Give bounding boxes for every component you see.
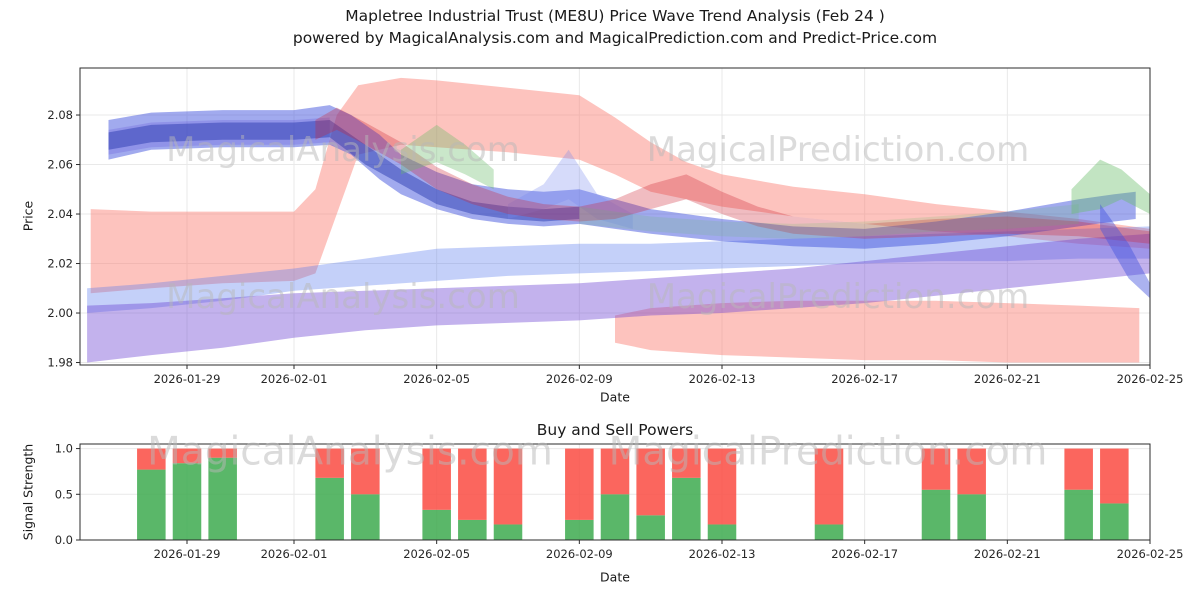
- sell-bar: [565, 448, 594, 520]
- price-x-axis-label: Date: [600, 389, 630, 405]
- x-tick-label: 2026-02-09: [546, 547, 613, 561]
- buy-bar: [1064, 489, 1093, 540]
- y-tick-label: 0.5: [55, 487, 73, 501]
- y-tick-label: 0.0: [55, 533, 73, 547]
- y-tick-label: 2.02: [47, 257, 73, 271]
- sell-bar: [1064, 448, 1093, 490]
- signal-chart-title: Buy and Sell Powers: [536, 421, 694, 439]
- sell-bar: [636, 448, 665, 516]
- signal-x-axis-label: Date: [600, 569, 630, 585]
- x-tick-label: 2026-02-01: [261, 547, 328, 561]
- buy-bar: [600, 494, 630, 540]
- buy-bar: [351, 494, 380, 540]
- buy-bar: [957, 494, 986, 540]
- sell-bar: [921, 448, 951, 490]
- sell-bar: [315, 448, 344, 478]
- x-tick-label: 2026-02-17: [831, 372, 898, 386]
- x-tick-label: 2026-02-17: [831, 547, 898, 561]
- x-tick-label: 2026-02-21: [974, 547, 1041, 561]
- sell-bar: [351, 448, 380, 495]
- buy-bar: [172, 463, 202, 540]
- plot-border: [79, 67, 1151, 366]
- buy-bar: [422, 509, 451, 540]
- buy-bar: [707, 524, 737, 540]
- x-tick-label: 2026-01-29: [154, 547, 221, 561]
- band-blue-drop: [1100, 204, 1150, 299]
- chart-subtitle: powered by MagicalAnalysis.com and Magic…: [292, 29, 938, 47]
- buy-bar: [921, 489, 951, 540]
- x-tick-label: 2026-02-13: [689, 547, 756, 561]
- band-blue-top: [108, 105, 1136, 249]
- buy-bar: [565, 519, 594, 540]
- x-tick-label: 2026-02-25: [1117, 547, 1184, 561]
- sell-bar: [814, 448, 844, 525]
- band-blue-wide: [87, 226, 1150, 313]
- x-tick-label: 2026-02-25: [1117, 372, 1184, 386]
- band-green-long: [579, 204, 1079, 239]
- y-tick-label: 2.06: [47, 158, 73, 172]
- band-purple-low: [87, 233, 1150, 363]
- y-tick-label: 2.08: [47, 108, 73, 122]
- sell-bar: [422, 448, 451, 510]
- y-tick-label: 1.0: [55, 442, 73, 456]
- y-tick-label: 2.00: [47, 306, 73, 320]
- sell-bar: [137, 448, 166, 470]
- band-green-mid: [401, 124, 494, 190]
- buy-bar: [636, 515, 665, 540]
- buy-bar: [137, 469, 166, 540]
- sell-bar: [1100, 448, 1129, 504]
- band-blue-spike: [508, 149, 633, 229]
- band-green-right: [1071, 159, 1150, 214]
- price-bands: [87, 77, 1150, 363]
- x-tick-label: 2026-02-05: [403, 372, 470, 386]
- buy-bar: [458, 519, 487, 540]
- signal-y-axis-label: Signal Strength: [20, 443, 36, 541]
- sell-bar: [172, 448, 202, 464]
- sell-bar: [707, 448, 737, 525]
- sell-bar: [493, 448, 523, 525]
- band-pink-low: [615, 300, 1140, 363]
- sell-bar: [672, 448, 701, 478]
- x-tick-label: 2026-02-13: [689, 372, 756, 386]
- chart-title: Mapletree Industrial Trust (ME8U) Price …: [345, 7, 885, 25]
- plot-border: [79, 443, 1151, 541]
- sell-bar: [208, 448, 237, 458]
- buy-bar: [493, 524, 523, 540]
- y-tick-label: 1.98: [47, 356, 73, 370]
- price-y-axis-label: Price: [20, 200, 36, 232]
- x-tick-label: 2026-02-05: [403, 547, 470, 561]
- buy-bar: [1100, 503, 1129, 540]
- buy-bar: [672, 477, 701, 540]
- sell-bar: [957, 448, 986, 495]
- band-navy-core: [108, 120, 580, 222]
- band-red-trend: [315, 107, 1150, 244]
- buy-bar: [814, 524, 844, 540]
- y-tick-label: 2.04: [47, 207, 73, 221]
- buy-bar: [208, 457, 237, 540]
- sell-bar: [458, 448, 487, 520]
- buy-bar: [315, 477, 344, 540]
- sell-bar: [600, 448, 630, 495]
- x-tick-label: 2026-01-29: [154, 372, 221, 386]
- x-tick-label: 2026-02-01: [261, 372, 328, 386]
- x-tick-label: 2026-02-21: [974, 372, 1041, 386]
- x-tick-label: 2026-02-09: [546, 372, 613, 386]
